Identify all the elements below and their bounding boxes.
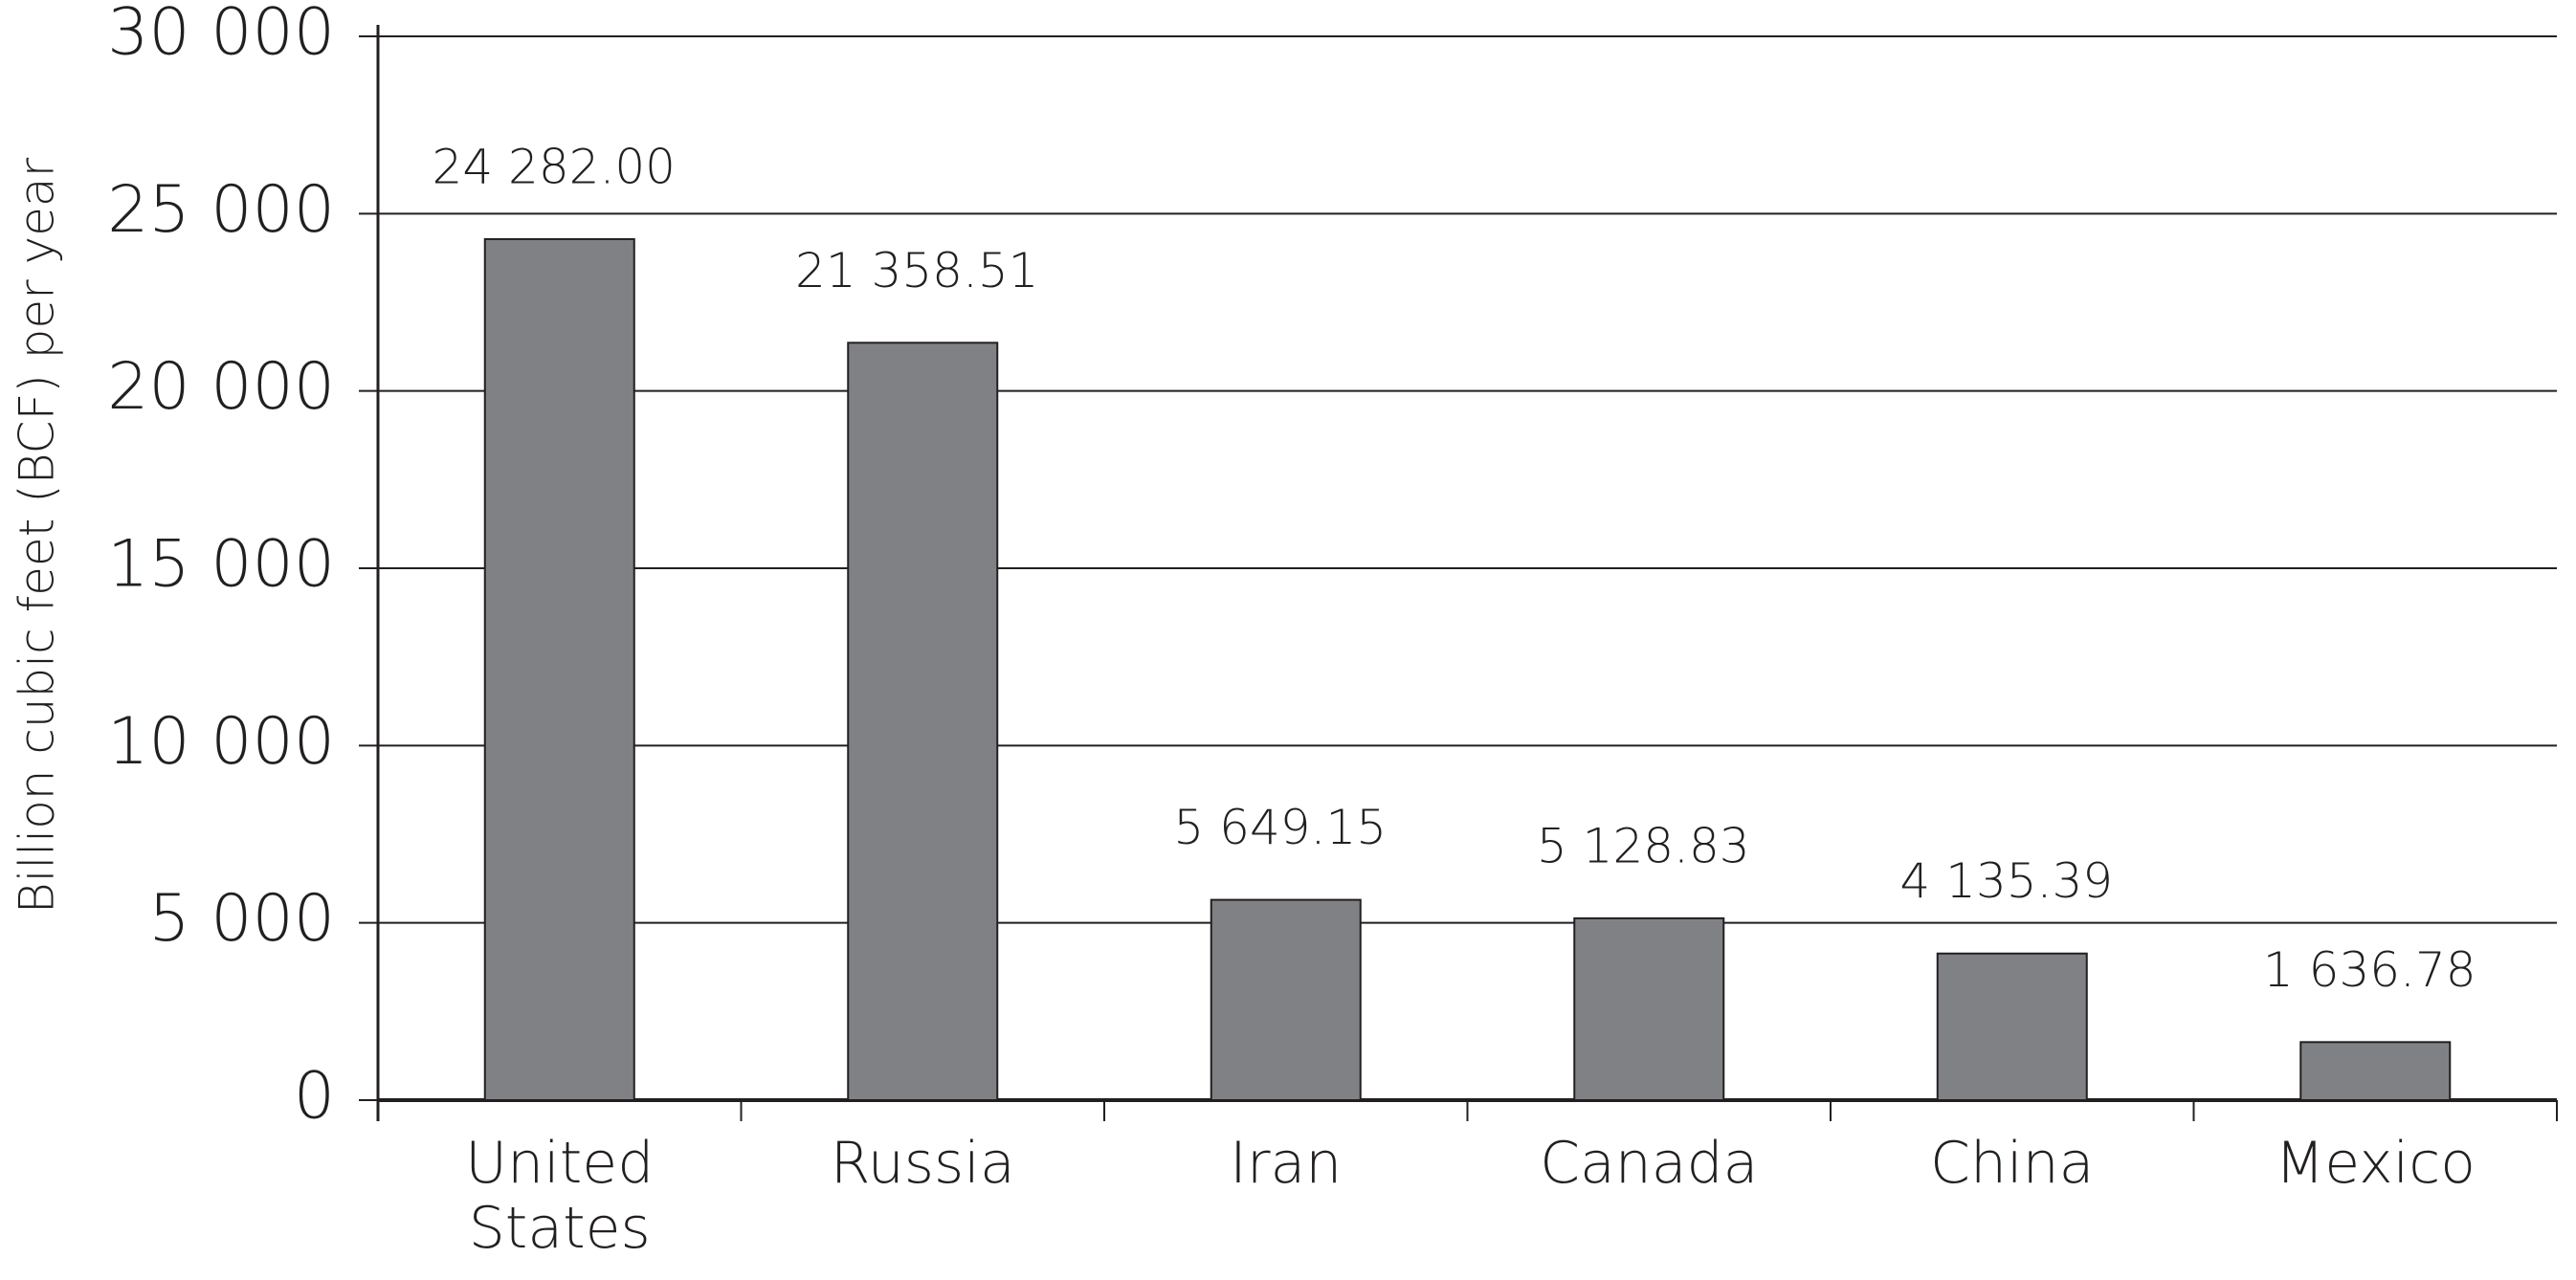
bar bbox=[2299, 1041, 2452, 1102]
x-tick-label: China bbox=[1930, 1130, 2095, 1197]
x-tick-label: Mexico bbox=[2275, 1130, 2476, 1197]
value-label: 5 128.83 bbox=[1537, 818, 1750, 873]
value-label: 1 636.78 bbox=[2263, 942, 2476, 998]
x-tick-label: United States bbox=[465, 1130, 655, 1262]
value-label: 24 282.00 bbox=[433, 139, 676, 194]
y-axis-label: Billion cubic feet (BCF) per year bbox=[10, 157, 65, 914]
bar bbox=[847, 342, 999, 1101]
y-tick-label: 5 000 bbox=[148, 881, 335, 957]
bar bbox=[1210, 898, 1362, 1102]
bar bbox=[1573, 916, 1725, 1101]
value-label: 5 649.15 bbox=[1173, 800, 1387, 855]
x-tick-label: Russia bbox=[830, 1130, 1015, 1197]
y-tick-label: 15 000 bbox=[107, 527, 335, 603]
y-tick-label: 20 000 bbox=[107, 349, 335, 425]
value-label: 21 358.51 bbox=[795, 243, 1038, 298]
y-tick-label: 0 bbox=[294, 1059, 335, 1135]
bar bbox=[483, 237, 635, 1101]
bar bbox=[1936, 952, 2088, 1102]
x-tick-label: Iran bbox=[1230, 1130, 1343, 1197]
y-tick-label: 10 000 bbox=[107, 704, 335, 780]
y-tick-label: 25 000 bbox=[107, 172, 335, 248]
value-label: 4 135.39 bbox=[1899, 853, 2113, 909]
x-tick-label: Canada bbox=[1540, 1130, 1759, 1197]
y-tick-label: 30 000 bbox=[107, 0, 335, 71]
